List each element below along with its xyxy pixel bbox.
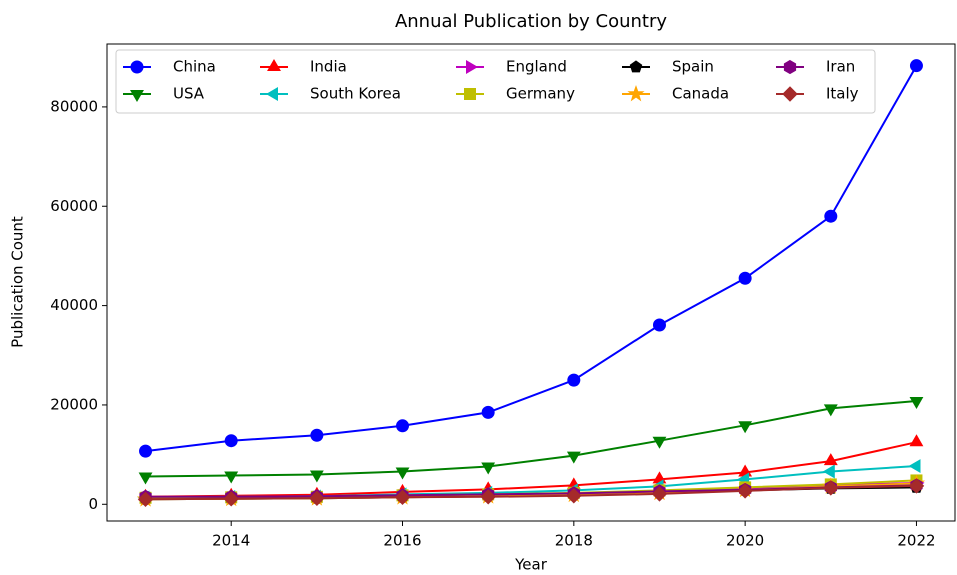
- marker: [395, 467, 410, 480]
- marker: [267, 59, 281, 71]
- y-tick-label: 40000: [50, 296, 98, 314]
- marker: [783, 59, 797, 75]
- marker: [309, 490, 325, 507]
- marker: [652, 318, 666, 332]
- marker: [223, 491, 239, 507]
- marker: [909, 434, 924, 447]
- marker: [394, 489, 411, 506]
- legend-box: [115, 49, 876, 114]
- legend-label: Spain: [672, 58, 714, 76]
- legend-label: India: [310, 58, 347, 76]
- legend-label: England: [506, 58, 567, 76]
- legend-label: Germany: [506, 85, 575, 103]
- marker: [909, 397, 924, 410]
- chart-title: Annual Publication by Country: [395, 11, 667, 32]
- marker: [908, 459, 921, 473]
- y-tick-label: 20000: [50, 395, 98, 413]
- marker: [224, 434, 238, 448]
- legend-label: Canada: [672, 85, 729, 103]
- marker: [130, 90, 144, 102]
- x-tick-label: 2016: [383, 532, 421, 550]
- marker: [481, 462, 496, 475]
- marker: [627, 84, 645, 102]
- marker: [909, 59, 923, 73]
- series-line: [145, 441, 917, 498]
- series-line: [145, 400, 917, 478]
- x-axis-label: Year: [514, 556, 548, 574]
- x-tick-label: 2014: [212, 532, 250, 550]
- series-line: [145, 65, 918, 453]
- marker: [137, 491, 154, 508]
- marker: [823, 480, 839, 496]
- series-line: [145, 484, 917, 501]
- marker: [567, 373, 581, 387]
- marker: [139, 444, 153, 458]
- x-tick-label: 2020: [726, 532, 764, 550]
- marker: [738, 421, 753, 434]
- marker: [782, 86, 798, 102]
- marker: [266, 87, 278, 101]
- legend-label: China: [173, 58, 216, 76]
- marker: [652, 436, 667, 449]
- marker: [480, 489, 496, 505]
- plot-frame: [106, 43, 956, 522]
- marker: [737, 483, 753, 499]
- marker: [822, 464, 835, 479]
- marker: [396, 419, 410, 433]
- marker: [824, 209, 838, 223]
- legend-label: Italy: [826, 85, 859, 103]
- x-tick-label: 2018: [555, 532, 593, 550]
- y-tick-label: 60000: [50, 197, 98, 215]
- marker: [310, 428, 324, 442]
- x-tick-label: 2022: [897, 532, 935, 550]
- marker: [629, 60, 643, 73]
- marker: [481, 405, 495, 419]
- marker: [224, 471, 239, 484]
- marker: [651, 486, 668, 502]
- legend: China USA India South Korea England Germany Sp…: [115, 49, 876, 114]
- marker: [738, 271, 752, 285]
- legend-label: Iran: [826, 58, 855, 76]
- marker: [908, 478, 925, 494]
- marker: [823, 453, 838, 466]
- marker: [823, 404, 838, 417]
- y-tick-label: 80000: [50, 97, 98, 115]
- marker: [466, 60, 478, 74]
- y-tick-label: 0: [88, 495, 98, 513]
- y-axis-label: Publication Count: [9, 216, 27, 348]
- marker: [309, 470, 324, 483]
- legend-label: USA: [173, 85, 205, 103]
- legend-label: South Korea: [310, 85, 401, 103]
- marker: [464, 88, 476, 100]
- marker: [138, 472, 153, 485]
- marker: [130, 60, 144, 74]
- marker: [566, 451, 581, 464]
- marker: [566, 488, 582, 504]
